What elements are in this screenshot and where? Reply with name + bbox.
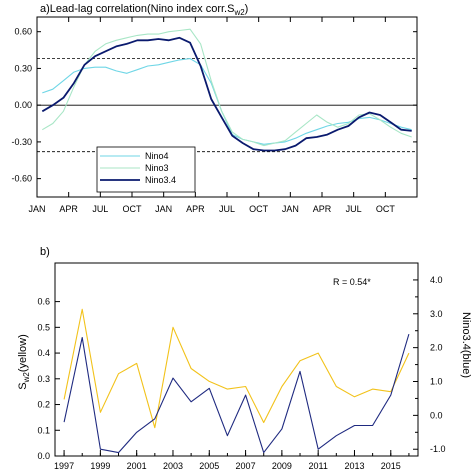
right-y-tick-label: -1.0 (430, 444, 446, 454)
legend-entries: Nino4 Nino3 Nino3.4 (100, 151, 176, 185)
panel-a-title-tail: ) (245, 3, 249, 15)
panel-b: b) 0.0 0.1 0.2 0.3 0.4 0.5 0.6 -1.0 0.0 1.0 2.0 3.… (17, 246, 472, 470)
panel-a: a)Lead-lag correlation(Nino index corr.S… (11, 3, 418, 214)
x-tick-label: JAN (28, 204, 45, 214)
left-y-tick-label: 0.2 (37, 400, 50, 410)
series-line-nino3 (42, 28, 412, 147)
x-tick-label: JUL (219, 204, 235, 214)
x-tick-label: 2011 (308, 461, 327, 470)
x-tick-label: OCT (376, 204, 396, 214)
x-tick-label: 2005 (199, 461, 219, 470)
series-line-sw2 (63, 308, 410, 429)
right-y-tick-label: 4.0 (430, 275, 443, 285)
y-tick-label: -0.60 (11, 174, 32, 184)
panel-a-y-axis: 0.60 0.30 0.00 -0.30 -0.60 (11, 27, 417, 184)
panel-b-x-axis: 1997 1999 2001 2003 2005 2007 2009 2011 2013 2015 (54, 450, 410, 470)
legend-label-nino3: Nino3 (145, 163, 169, 173)
legend-label-nino34: Nino3.4 (145, 175, 176, 185)
x-tick-label: 2003 (163, 461, 183, 470)
panel-b-series (63, 308, 410, 454)
left-axis-label-tail: (yellow) (17, 334, 29, 372)
panel-b-right-axis: -1.0 0.0 1.0 2.0 3.0 4.0 (413, 275, 446, 454)
x-tick-label: OCT (123, 204, 143, 214)
x-tick-label: 1999 (90, 461, 110, 470)
panel-a-series (41, 28, 412, 152)
right-y-tick-label: 2.0 (430, 343, 443, 353)
left-y-tick-label: 0.4 (37, 348, 50, 358)
panel-a-title-main: a)Lead-lag correlation(Nino index corr.S (40, 3, 234, 15)
left-axis-label-subscript: w2 (22, 372, 31, 384)
panel-a-x-axis: JAN APR JUL OCT JAN APR JUL OCT JAN APR JUL OCT (28, 17, 395, 214)
series-line-nino4 (42, 58, 412, 145)
right-y-tick-label: 3.0 (430, 309, 443, 319)
left-y-tick-label: 0.6 (37, 297, 50, 307)
legend-label-nino4: Nino4 (145, 151, 169, 161)
panel-b-frame (54, 262, 419, 457)
left-y-tick-label: 0.5 (37, 322, 50, 332)
x-tick-label: 1997 (54, 461, 74, 470)
x-tick-label: 2009 (272, 461, 292, 470)
panel-b-annotation: R = 0.54* (333, 277, 371, 287)
panel-b-right-axis-label: Nino3.4(blue) (460, 312, 472, 378)
x-tick-label: 2001 (127, 461, 147, 470)
x-tick-label: 2013 (344, 461, 364, 470)
left-y-tick-label: 0.0 (37, 451, 50, 461)
left-y-tick-label: 0.3 (37, 374, 50, 384)
legend-box (96, 146, 196, 193)
series-line-nino34 (41, 36, 412, 152)
panel-a-title-subscript: w2 (233, 8, 245, 17)
panel-a-frame (36, 16, 418, 198)
y-tick-label: -0.30 (11, 137, 32, 147)
panel-a-title: a)Lead-lag correlation(Nino index corr.S… (40, 3, 248, 17)
x-tick-label: APR (59, 204, 78, 214)
x-tick-label: APR (186, 204, 205, 214)
x-tick-label: JAN (282, 204, 299, 214)
left-y-tick-label: 0.1 (37, 425, 50, 435)
y-tick-label: 0.60 (14, 27, 32, 37)
x-tick-label: JUL (92, 204, 108, 214)
panel-a-reference-lines (37, 58, 417, 153)
right-y-tick-label: 0.0 (430, 410, 443, 420)
x-tick-label: OCT (249, 204, 269, 214)
y-tick-label: 0.00 (14, 100, 32, 110)
series-line-nino34 (63, 333, 410, 454)
panel-b-left-axis: 0.0 0.1 0.2 0.3 0.4 0.5 0.6 (37, 297, 60, 461)
panel-b-title: b) (40, 246, 50, 258)
left-axis-label-main: S (17, 382, 29, 389)
panel-b-left-axis-label: Sw2(yellow) (17, 334, 31, 389)
x-tick-label: 2007 (236, 461, 256, 470)
panel-a-legend: Nino4 Nino3 Nino3.4 (96, 146, 196, 193)
right-y-tick-label: 1.0 (430, 377, 443, 387)
x-tick-label: 2015 (381, 461, 401, 470)
x-tick-label: JUL (346, 204, 362, 214)
y-tick-label: 0.30 (14, 63, 32, 73)
x-tick-label: APR (313, 204, 332, 214)
x-tick-label: JAN (155, 204, 172, 214)
